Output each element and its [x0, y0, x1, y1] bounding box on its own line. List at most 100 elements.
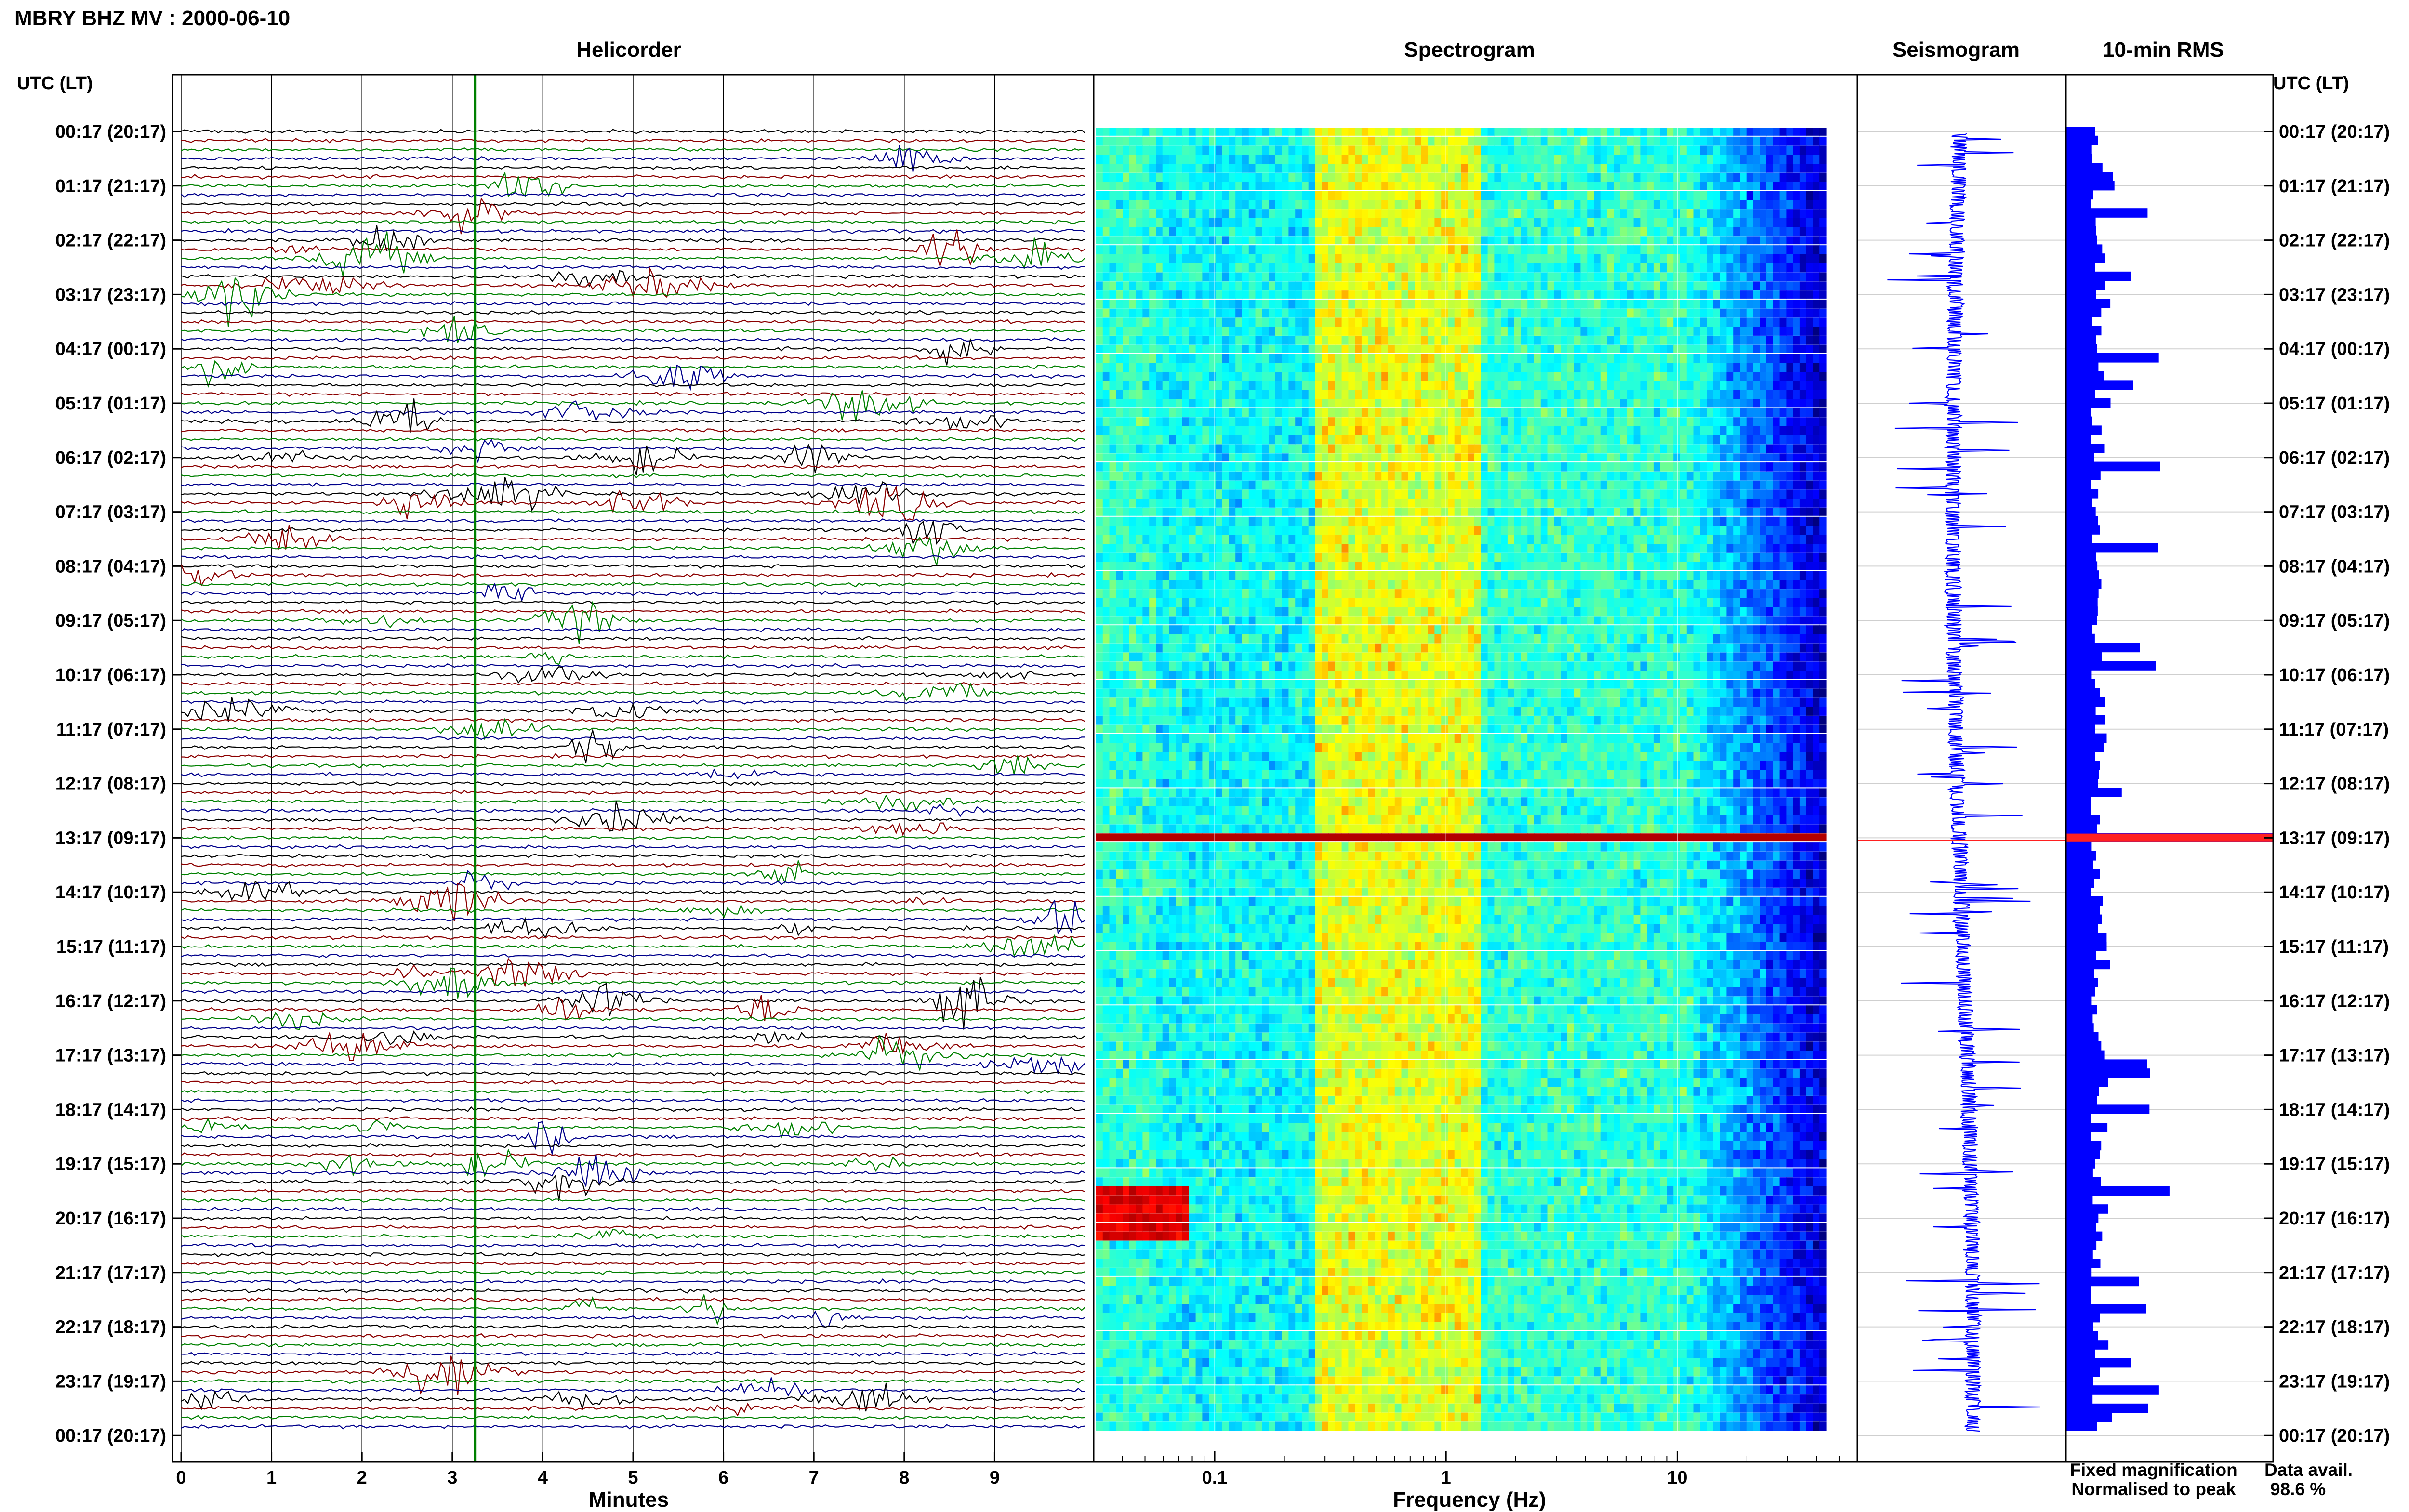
spectrogram-cell — [1720, 462, 1727, 472]
spectrogram-cell — [1109, 299, 1116, 309]
spectrogram-cell — [1773, 182, 1780, 190]
spectrogram-cell — [1142, 182, 1150, 190]
spectrogram-cell — [1269, 426, 1276, 435]
spectrogram-cell — [1441, 344, 1448, 353]
spectrogram-cell — [1109, 200, 1116, 209]
spectrogram-cell — [1275, 344, 1283, 353]
spectrogram-cell — [1773, 299, 1780, 309]
spectrogram-cell — [1368, 408, 1376, 417]
spectrogram-cell — [1534, 480, 1541, 490]
spectrogram-cell — [1123, 390, 1130, 399]
helicorder-trace — [181, 1342, 1085, 1348]
spectrogram-cell — [1667, 308, 1674, 318]
spectrogram-cell — [1693, 281, 1700, 290]
spectrogram-cell — [1600, 499, 1608, 508]
spectrogram-cell — [1275, 499, 1283, 508]
spectrogram-cell — [1149, 164, 1156, 173]
helicorder-trace — [181, 1270, 1085, 1275]
spectrogram-cell — [1534, 136, 1541, 146]
spectrogram-cell — [1262, 408, 1269, 417]
spectrogram-cell — [1534, 290, 1541, 299]
spectrogram-cell — [1242, 516, 1249, 526]
spectrogram-cell — [1315, 480, 1322, 490]
spectrogram-cell — [1361, 136, 1369, 146]
spectrogram-cell — [1534, 327, 1541, 336]
spectrogram-cell — [1627, 308, 1634, 318]
spectrogram-cell — [1713, 236, 1721, 245]
spectrogram-cell — [1441, 317, 1448, 327]
spectrogram-cell — [1348, 336, 1355, 345]
spectrogram-cell — [1614, 417, 1621, 426]
spectrogram-cell — [1308, 444, 1316, 454]
spectrogram-cell — [1361, 426, 1369, 435]
spectrogram-cell — [1574, 390, 1581, 399]
spectrogram-cell — [1394, 263, 1402, 273]
spectrogram-cell — [1514, 444, 1522, 454]
spectrogram-cell — [1109, 281, 1116, 290]
spectrogram-cell — [1680, 155, 1687, 164]
spectrogram-cell — [1773, 209, 1780, 218]
spectrogram-cell — [1308, 236, 1316, 245]
spectrogram-cell — [1348, 245, 1355, 254]
spectrogram-cell — [1195, 227, 1203, 237]
spectrogram-cell — [1779, 128, 1787, 136]
spectrogram-cell — [1733, 417, 1740, 426]
spectrogram-cell — [1567, 471, 1575, 481]
spectrogram-cell — [1713, 182, 1721, 190]
spectrogram-cell — [1315, 209, 1322, 218]
spectrogram-cell — [1428, 164, 1435, 173]
spectrogram-cell — [1248, 327, 1256, 336]
spectrogram-cell — [1275, 200, 1283, 209]
spectrogram-cell — [1614, 245, 1621, 254]
spectrogram-cell — [1222, 172, 1230, 182]
spectrogram-cell — [1813, 390, 1820, 399]
spectrogram-cell — [1766, 435, 1774, 445]
spectrogram-cell — [1388, 254, 1395, 263]
spectrogram-cell — [1288, 499, 1296, 508]
spectrogram-cell — [1773, 136, 1780, 146]
spectrogram-cell — [1142, 191, 1150, 200]
spectrogram-cell — [1461, 136, 1468, 146]
spectrogram-cell — [1302, 372, 1309, 381]
spectrogram-cell — [1215, 508, 1223, 516]
spectrogram-cell — [1302, 453, 1309, 462]
spectrogram-cell — [1640, 417, 1647, 426]
spectrogram-cell — [1633, 191, 1641, 200]
spectrogram-cell — [1388, 155, 1395, 164]
spectrogram-cell — [1222, 182, 1230, 190]
spectrogram-cell — [1322, 417, 1329, 426]
helicorder-trace — [181, 443, 1085, 475]
spectrogram-cell — [1195, 136, 1203, 146]
spectrogram-cell — [1799, 290, 1807, 299]
spectrogram-cell — [1614, 254, 1621, 263]
spectrogram-cell — [1255, 290, 1262, 299]
spectrogram-cell — [1468, 327, 1475, 336]
spectrogram-cell — [1693, 363, 1700, 372]
spectrogram-cell — [1288, 354, 1296, 363]
spectrogram-cell — [1501, 290, 1508, 299]
spectrogram-cell — [1454, 363, 1462, 372]
spectrogram-cell — [1580, 272, 1588, 282]
spectrogram-cell — [1760, 182, 1767, 190]
spectrogram-cell — [1255, 218, 1262, 227]
spectrogram-cell — [1176, 145, 1183, 155]
spectrogram-cell — [1109, 444, 1116, 454]
spectrogram-cell — [1494, 145, 1501, 155]
spectrogram-cell — [1806, 489, 1813, 499]
spectrogram-cell — [1162, 164, 1170, 173]
spectrogram-cell — [1813, 408, 1820, 417]
spectrogram-cell — [1361, 363, 1369, 372]
spectrogram-cell — [1507, 191, 1515, 200]
spectrogram-cell — [1501, 444, 1508, 454]
spectrogram-cell — [1487, 471, 1495, 481]
spectrogram-cell — [1335, 263, 1342, 273]
spectrogram-cell — [1760, 218, 1767, 227]
spectrogram-cell — [1335, 399, 1342, 408]
spectrogram-cell — [1733, 317, 1740, 327]
spectrogram-cell — [1156, 191, 1163, 200]
spectrogram-cell — [1169, 200, 1176, 209]
spectrogram-cell — [1242, 254, 1249, 263]
spectrogram-cell — [1753, 290, 1760, 299]
spectrogram-cell — [1428, 136, 1435, 146]
spectrogram-cell — [1647, 281, 1654, 290]
